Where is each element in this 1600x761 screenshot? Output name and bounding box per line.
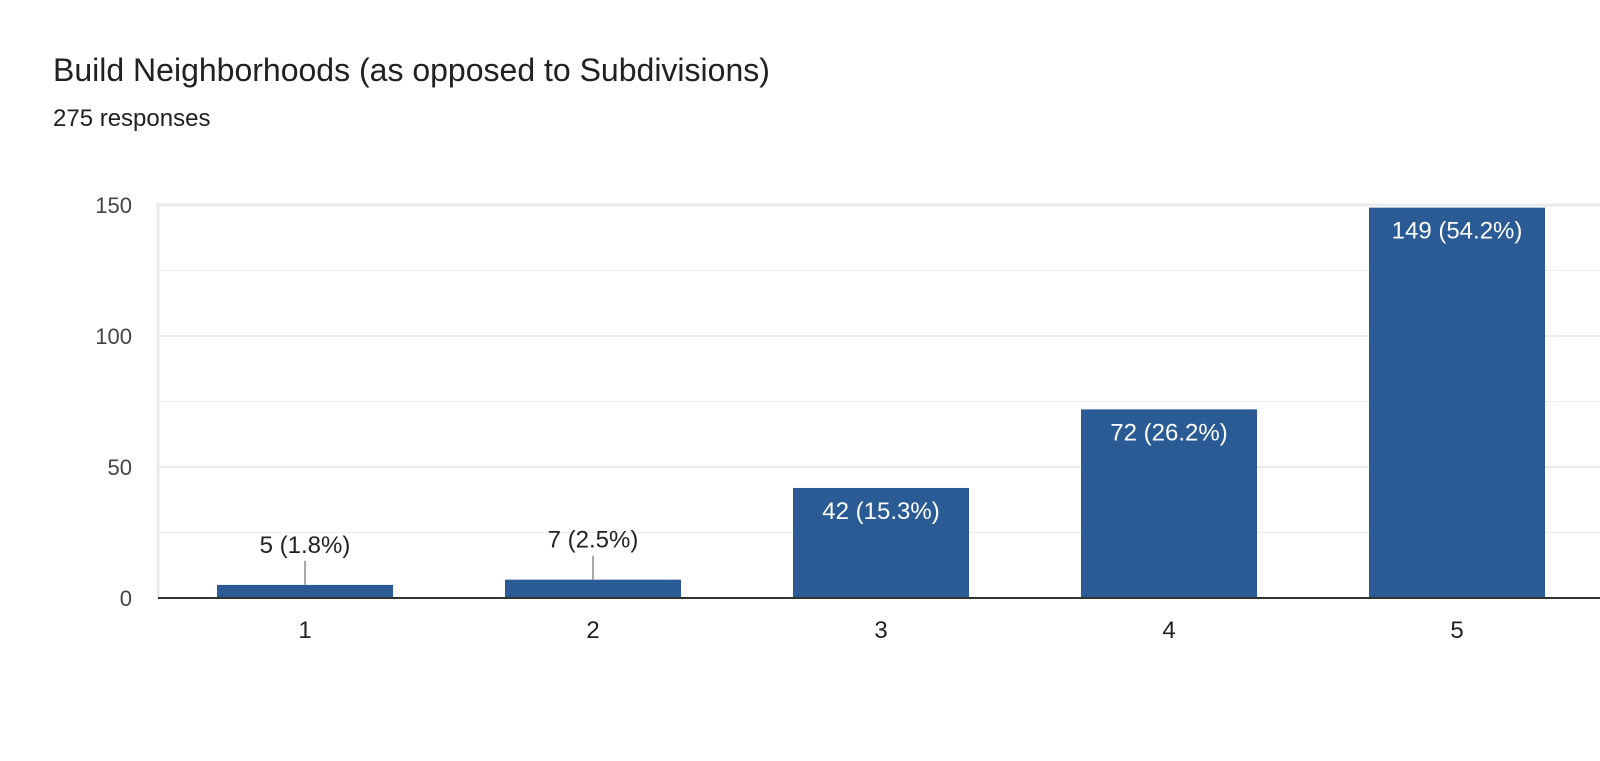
x-tick-label: 4 bbox=[1162, 617, 1175, 644]
y-tick-label: 50 bbox=[108, 455, 132, 480]
bar-1 bbox=[217, 584, 393, 598]
data-label: 42 (15.3%) bbox=[822, 498, 939, 525]
x-tick-label: 3 bbox=[874, 617, 887, 644]
x-tick-label: 2 bbox=[586, 617, 599, 644]
x-tick-label: 1 bbox=[298, 617, 311, 644]
response-count: 275 responses bbox=[53, 105, 211, 132]
chart-title: Build Neighborhoods (as opposed to Subdi… bbox=[53, 52, 770, 88]
y-tick-label: 0 bbox=[120, 586, 132, 611]
bar-4 bbox=[1081, 409, 1257, 598]
y-tick-label: 150 bbox=[95, 193, 132, 218]
data-label: 149 (54.2%) bbox=[1392, 218, 1523, 245]
bar-3 bbox=[793, 487, 969, 598]
data-label: 5 (1.8%) bbox=[260, 532, 351, 559]
x-tick-label: 5 bbox=[1450, 617, 1463, 644]
y-tick-label: 100 bbox=[95, 324, 132, 349]
bar-5 bbox=[1369, 207, 1545, 598]
bar-2 bbox=[505, 579, 681, 598]
data-label: 7 (2.5%) bbox=[548, 527, 639, 554]
data-label: 72 (26.2%) bbox=[1110, 419, 1227, 446]
